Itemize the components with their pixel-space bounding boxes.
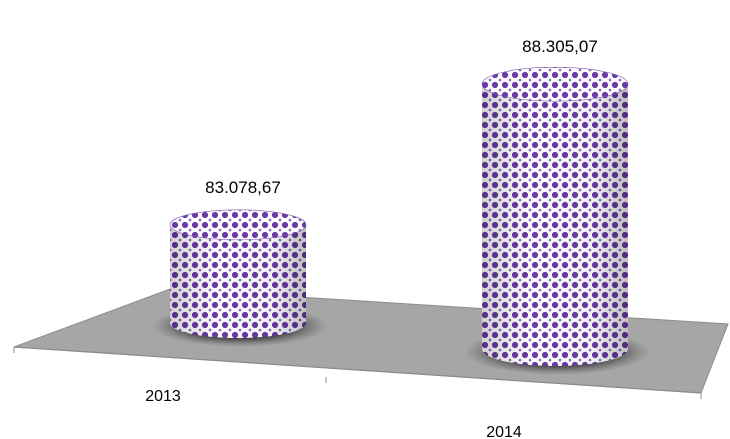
bars-group: 83.078,67 88.305,07: [152, 37, 650, 375]
x-tick-label-2013: 2013: [145, 388, 181, 405]
bar-top: [169, 209, 307, 241]
bar-top: [481, 66, 629, 102]
bar-shading: [482, 84, 628, 366]
data-label-2013: 83.078,67: [205, 178, 281, 197]
bar-shading: [170, 224, 306, 338]
x-tick-label-2014: 2014: [486, 424, 522, 439]
data-label-2014: 88.305,07: [522, 37, 598, 56]
x-axis-line: [13, 346, 702, 394]
